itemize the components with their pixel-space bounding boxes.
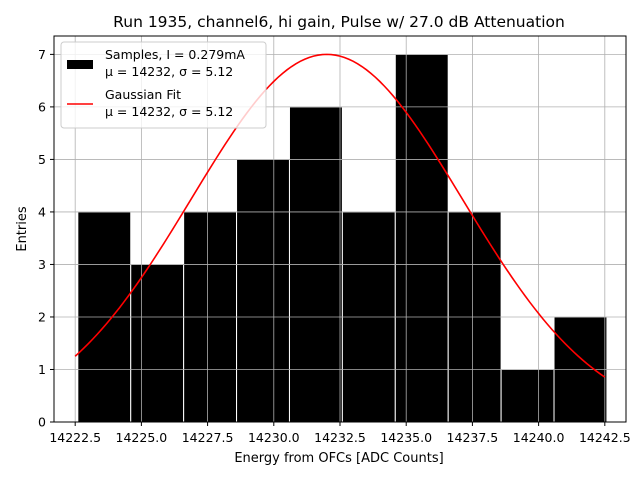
- y-axis-ticks: 0 1 2 3 4 5 6 7: [38, 47, 54, 430]
- legend: Samples, I = 0.279mA μ = 14232, σ = 5.12…: [60, 41, 267, 129]
- y-axis-label: Entries: [15, 206, 30, 252]
- x-axis-ticks: 14222.5 14225.0 14227.5 14230.0 14232.5 14235…: [49, 422, 631, 445]
- y-tick-label: 5: [38, 152, 46, 167]
- x-tick-label: 14222.5: [49, 430, 101, 445]
- legend-box: [60, 41, 267, 129]
- gaussian-fit-curve: [74, 53, 606, 378]
- y-tick-label: 1: [38, 362, 46, 377]
- y-tick-label: 3: [38, 257, 46, 272]
- x-tick-label: 14230.0: [248, 430, 300, 445]
- legend-samples-stats: μ = 14232, σ = 5.12: [105, 64, 233, 79]
- legend-samples-label: Samples, I = 0.279mA: [105, 47, 245, 62]
- y-tick-label: 6: [38, 99, 46, 114]
- histogram-bar: [130, 263, 185, 423]
- x-tick-label: 14237.5: [447, 430, 499, 445]
- y-tick-label: 7: [38, 47, 46, 62]
- x-tick-label: 14240.0: [513, 430, 565, 445]
- x-axis-label: Energy from OFCs [ADC Counts]: [234, 451, 443, 466]
- x-tick-label: 14242.5: [579, 430, 631, 445]
- x-tick-label: 14227.5: [182, 430, 234, 445]
- x-tick-label: 14235.0: [380, 430, 432, 445]
- histogram-bar: [500, 368, 555, 423]
- y-tick-label: 4: [38, 204, 46, 219]
- histogram-bar: [236, 158, 290, 423]
- legend-fit-label: Gaussian Fit: [105, 87, 181, 102]
- legend-fit-stats: μ = 14232, σ = 5.12: [105, 104, 233, 119]
- x-tick-label: 14232.5: [314, 430, 366, 445]
- legend-samples-swatch: [67, 60, 93, 69]
- x-tick-label: 14225.0: [116, 430, 168, 445]
- chart-title: Run 1935, channel6, hi gain, Pulse w/ 27…: [113, 13, 565, 31]
- y-tick-label: 0: [38, 415, 46, 430]
- histogram-bar: [394, 53, 449, 423]
- y-tick-label: 2: [38, 309, 46, 324]
